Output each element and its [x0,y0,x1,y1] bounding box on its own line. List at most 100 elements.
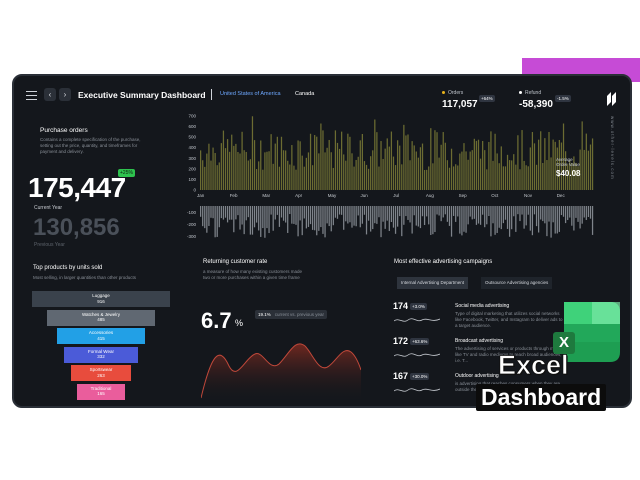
orders-bar [583,149,585,190]
tab-outsource-advertising[interactable]: Outsource Advertising agencies [481,277,553,289]
funnel-bar[interactable]: Sportswear 263 [71,365,131,381]
refund-bar [475,206,478,225]
month-label: Jul [393,193,399,198]
orders-bar [372,150,374,190]
refund-bar [330,206,332,232]
orders-bar [289,164,291,190]
orders-bar [411,141,413,190]
top-bar: ‹ › Executive Summary Dashboard United S… [14,76,630,114]
y-tick-label: 600 [188,124,196,129]
orders-bar [268,151,270,190]
orders-bar [432,163,434,190]
refund-bar [266,206,268,229]
refund-bar [218,206,220,228]
orders-bar [463,143,465,190]
orders-bar [500,146,502,190]
orders-bar [562,123,565,190]
orders-bar [328,139,330,190]
orders-bar [258,161,260,190]
orders-dot-icon [442,91,445,95]
excel-overlay-text: Excel [498,350,569,381]
funnel-bar[interactable]: Formal Wear 332 [64,346,138,363]
refund-bar [314,206,316,231]
funnel-bar[interactable]: Traditional 165 [77,383,125,400]
refund-bar [295,206,297,225]
country-filter-usa[interactable]: United States of America [220,91,281,97]
orders-bar [357,156,359,190]
orders-bar [479,158,482,190]
hamburger-menu-icon[interactable] [26,91,37,100]
refund-bar [367,206,370,221]
orders-bar [444,142,446,190]
refund-bar [548,206,550,222]
orders-bar [484,150,486,190]
refund-bar [513,206,515,217]
orders-bar [589,144,592,190]
orders-bar [274,143,276,190]
orders-bar [202,160,204,190]
refund-bar [591,206,594,235]
refund-bar [399,206,401,217]
funnel-bar-value: 332 [97,354,105,360]
country-filter-canada[interactable]: Canada [295,91,315,97]
orders-bar [569,160,571,190]
refund-bar [411,206,413,234]
refund-bar [229,206,231,220]
orders-bar [442,132,444,190]
orders-bar [471,150,473,190]
funnel-bar[interactable]: Watches & Jewelry 485 [47,309,155,326]
refund-bar [556,206,558,234]
orders-bar [278,166,281,190]
refund-bar [490,206,492,237]
refund-bar [436,206,438,215]
excel-x-badge-icon: X [553,332,575,354]
orders-bar [272,163,274,190]
refund-bar [413,206,415,216]
refund-bar [260,206,262,237]
refund-bar [372,206,374,230]
month-label: Feb [229,193,238,198]
orders-bar [326,147,328,190]
orders-bar [521,130,523,190]
funnel-bar-label: Accessories [88,330,114,335]
orders-bar [426,169,428,190]
refund-bar [504,206,507,220]
refund-bar [452,206,455,216]
y-tick-label: 700 [188,114,196,119]
brand-logo-icon [607,92,616,106]
campaign-name[interactable]: Social media advertising [455,303,510,309]
orders-bar [587,150,590,190]
orders-bar [367,168,370,190]
refund-bar [336,206,339,219]
orders-bar [208,143,210,190]
orders-bar [506,154,509,190]
orders-bar [519,169,521,190]
refund-bar [531,206,534,236]
funnel-bar-label: Sportswear [89,367,113,372]
orders-bar [405,135,407,190]
orders-bar [260,140,262,190]
refund-bar [309,206,312,225]
month-label: Jan [197,193,205,198]
tab-internal-advertising[interactable]: Internal Advertising Department [397,277,469,289]
orders-kpi-badge: +64% [479,95,495,102]
refund-bar [450,206,453,237]
campaign-value: 167 [393,371,409,381]
refund-bar [394,206,397,234]
nav-back-button[interactable]: ‹ [44,88,56,101]
campaign-name[interactable]: Outdoor advertising [455,373,499,379]
refund-bar [583,206,585,218]
refund-bar [446,206,449,222]
nav-forward-button[interactable]: › [59,88,71,101]
refund-bar [216,206,218,237]
orders-bar [459,153,461,190]
refund-bar [403,206,405,225]
funnel-bar[interactable]: Luggage 916 [32,291,170,307]
refund-bar [303,206,305,219]
campaign-name[interactable]: Broadcast advertising [455,338,504,344]
orders-bar [351,153,353,190]
campaign-sparkline [394,318,440,322]
refund-bar [523,206,525,229]
funnel-bar[interactable]: Accessories 415 [57,328,145,344]
current-year-label: Current Year [34,205,63,211]
